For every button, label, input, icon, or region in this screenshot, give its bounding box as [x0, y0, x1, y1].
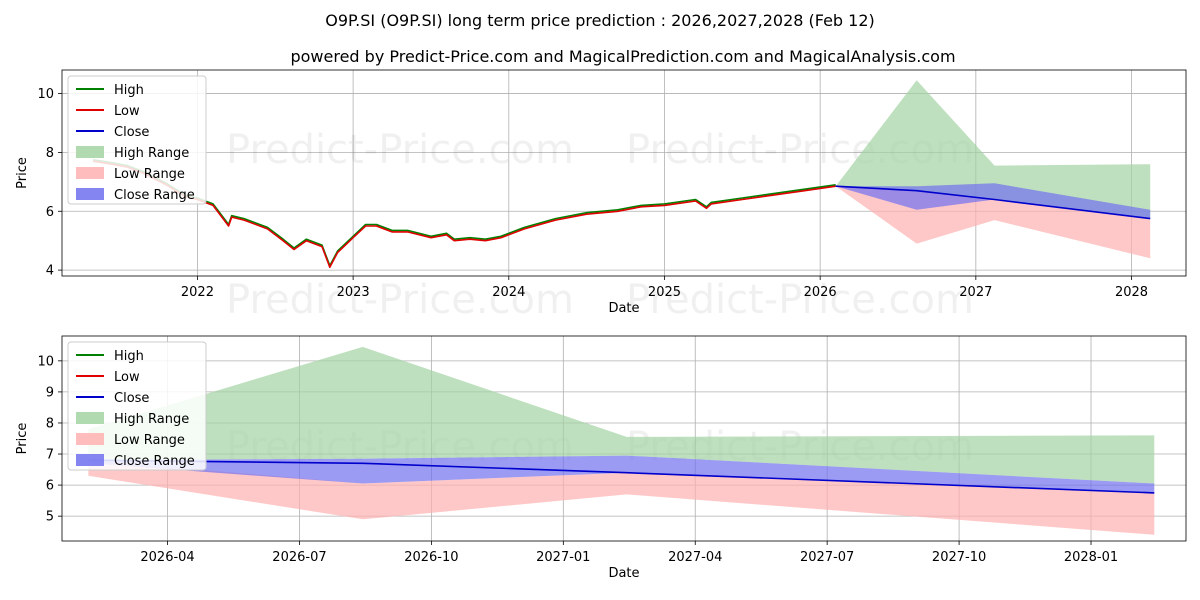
high-range-band [88, 346, 1155, 484]
x-tick-label: 2028-01 [1064, 550, 1118, 565]
axes-frame [61, 69, 1187, 277]
watermark-text: Predict-Price.com [226, 277, 574, 323]
x-tick-label: 2027-10 [932, 550, 986, 565]
x-axis-label: Date [608, 301, 639, 316]
legend-label: Low [114, 370, 140, 385]
legend: High Low Close High Range Low Range Close Ran… [67, 341, 207, 471]
legend-label: Close Range [114, 188, 195, 203]
x-tick-label: 2025 [648, 285, 681, 300]
legend-swatch-patch [76, 167, 104, 179]
legend-label: High Range [114, 146, 189, 161]
chart-subtitle: powered by Predict-Price.com and Magical… [290, 47, 955, 66]
legend-label: Low Range [114, 433, 185, 448]
low-history-line [92, 160, 836, 269]
close-forecast-line [835, 185, 1151, 220]
top-panel: Predict-Price.com Predict-Price.com Predic… [15, 69, 1187, 323]
legend-swatch-patch [76, 146, 104, 158]
x-tick-label: 2026 [804, 285, 837, 300]
high-range-band [835, 80, 1151, 219]
x-tick-label: 2026-10 [404, 550, 458, 565]
x-tick-label: 2022 [181, 285, 214, 300]
low-range-band [88, 460, 1155, 535]
close-forecast-line [88, 459, 1155, 494]
legend-swatch-patch [76, 412, 104, 424]
legend-label: Close Range [114, 454, 195, 469]
x-tick-label: 2026-04 [140, 550, 194, 565]
x-tick-label: 2023 [337, 285, 370, 300]
y-tick-label: 5 [46, 510, 54, 525]
watermark-text: Predict-Price.com [626, 277, 974, 323]
watermark-text: Predict-Price.com [226, 127, 574, 173]
y-tick-label: 7 [46, 448, 54, 463]
y-tick-label: 8 [46, 416, 54, 431]
legend-label: High Range [114, 412, 189, 427]
close-range-band [88, 455, 1155, 493]
close-range-band [835, 183, 1151, 219]
y-axis-label: Price [15, 423, 30, 455]
plot-area [88, 346, 1155, 535]
y-tick-label: 10 [37, 354, 54, 369]
chart-title: O9P.SI (O9P.SI) long term price predicti… [325, 11, 875, 30]
legend-label: Close [114, 125, 149, 140]
legend-swatch-patch [76, 188, 104, 200]
axes-frame [61, 335, 1187, 542]
x-tick-label: 2027-07 [800, 550, 854, 565]
y-tick-label: 10 [37, 87, 54, 102]
x-tick-label: 2027-01 [536, 550, 590, 565]
y-axis-label: Price [15, 157, 30, 189]
legend-label: High [114, 349, 144, 364]
y-tick-label: 4 [46, 264, 54, 279]
plot-area [92, 80, 1151, 269]
x-tick-label: 2026-07 [272, 550, 326, 565]
legend-swatch-patch [76, 454, 104, 466]
y-tick-label: 8 [46, 146, 54, 161]
x-tick-label: 2028 [1115, 285, 1148, 300]
y-tick-label: 6 [46, 479, 54, 494]
legend: High Low Close High Range Low Range Close Ran… [67, 75, 207, 205]
x-axis-label: Date [608, 566, 639, 581]
legend-label: Close [114, 391, 149, 406]
x-tick-label: 2027 [959, 285, 992, 300]
legend-label: Low [114, 104, 140, 119]
legend-label: Low Range [114, 167, 185, 182]
y-tick-label: 6 [46, 205, 54, 220]
y-tick-label: 9 [46, 385, 54, 400]
bottom-panel: Predict-Price.comPredict-Price.com2026-0… [15, 335, 1187, 581]
x-tick-label: 2024 [492, 285, 525, 300]
high-history-line [92, 159, 836, 267]
x-tick-label: 2027-04 [668, 550, 722, 565]
legend-label: High [114, 83, 144, 98]
legend-swatch-patch [76, 433, 104, 445]
